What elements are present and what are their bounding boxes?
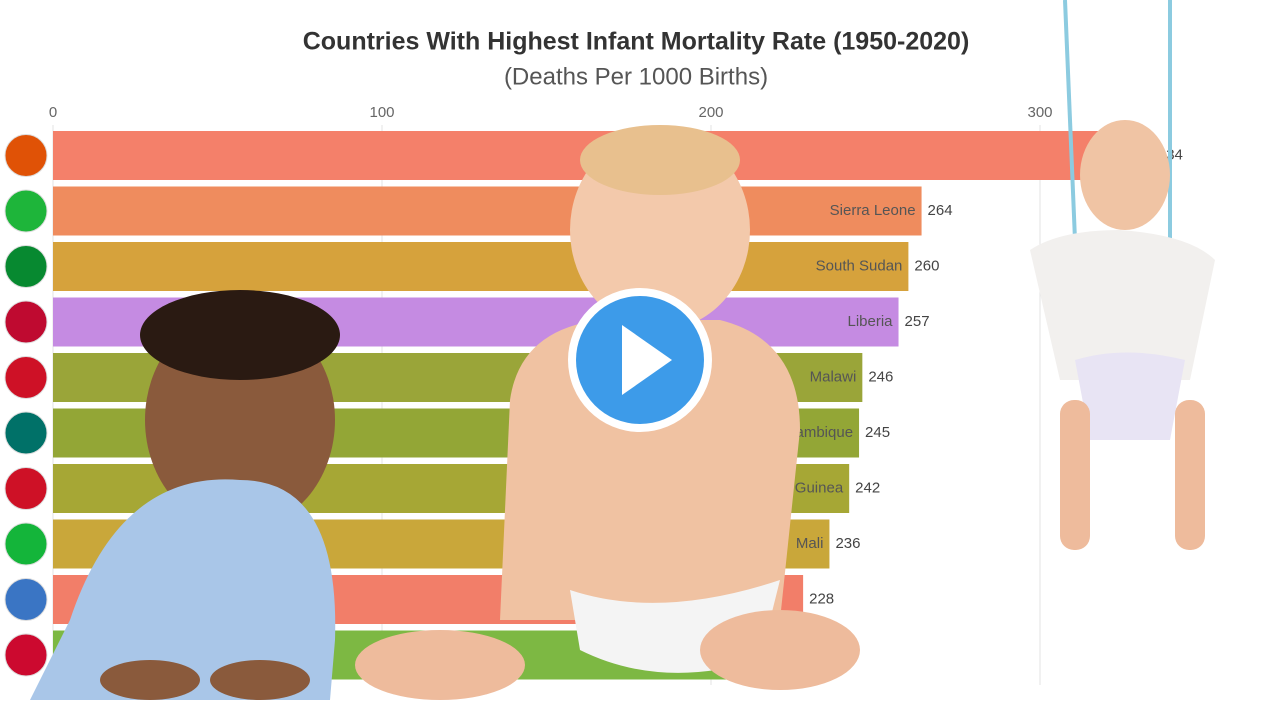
bar-value-label: 257 [905,313,930,330]
diaper [1075,352,1185,440]
x-tick-label: 0 [49,104,57,121]
swing-rope [1063,0,1077,241]
play-button[interactable] [568,288,712,432]
flag [4,134,48,177]
leg [355,630,525,700]
hair [580,125,740,195]
bar-value-label: 245 [865,424,890,441]
bar-value-label: 228 [809,590,834,607]
baby-right [1030,0,1215,550]
flag [4,522,48,566]
hand [100,660,200,700]
bar-value-label: 260 [914,257,939,274]
leg [1175,400,1205,550]
play-icon[interactable] [622,325,672,395]
baby-left [30,290,340,700]
bar-category-label: Guinea [795,479,844,496]
body [500,320,800,620]
leg [700,610,860,690]
bar-value-label: 242 [855,479,880,496]
baby-center [355,125,860,700]
flag [4,189,48,233]
flag [4,356,48,399]
photo-overlays [30,0,1215,700]
flag [4,578,48,621]
bar-category-label: Sierra Leone [830,202,916,219]
head [1080,120,1170,230]
chart-subtitle: (Deaths Per 1000 Births) [504,63,768,90]
bar-value-label: 236 [835,535,860,552]
flag [4,300,48,344]
bar-category-label: South Sudan [816,257,903,274]
bar-value-label: 264 [928,202,953,219]
bar-value-label: 246 [868,368,893,385]
bar-category-label: Malawi [810,368,857,385]
flag [4,633,48,677]
hair [140,290,340,380]
flag [4,467,48,510]
bar-category-label: Liberia [847,313,893,330]
bar [53,186,922,236]
chart-title: Countries With Highest Infant Mortality … [303,28,970,56]
leg [1060,400,1090,550]
x-tick-label: 100 [369,104,394,121]
shirt [30,479,336,700]
flag [4,411,48,455]
shirt [1030,230,1215,380]
flag [4,245,48,288]
hand [210,660,310,700]
bar [53,242,909,291]
x-tick-label: 300 [1027,104,1052,121]
x-tick-label: 200 [698,104,723,121]
bar-category-label: Mali [796,535,824,552]
